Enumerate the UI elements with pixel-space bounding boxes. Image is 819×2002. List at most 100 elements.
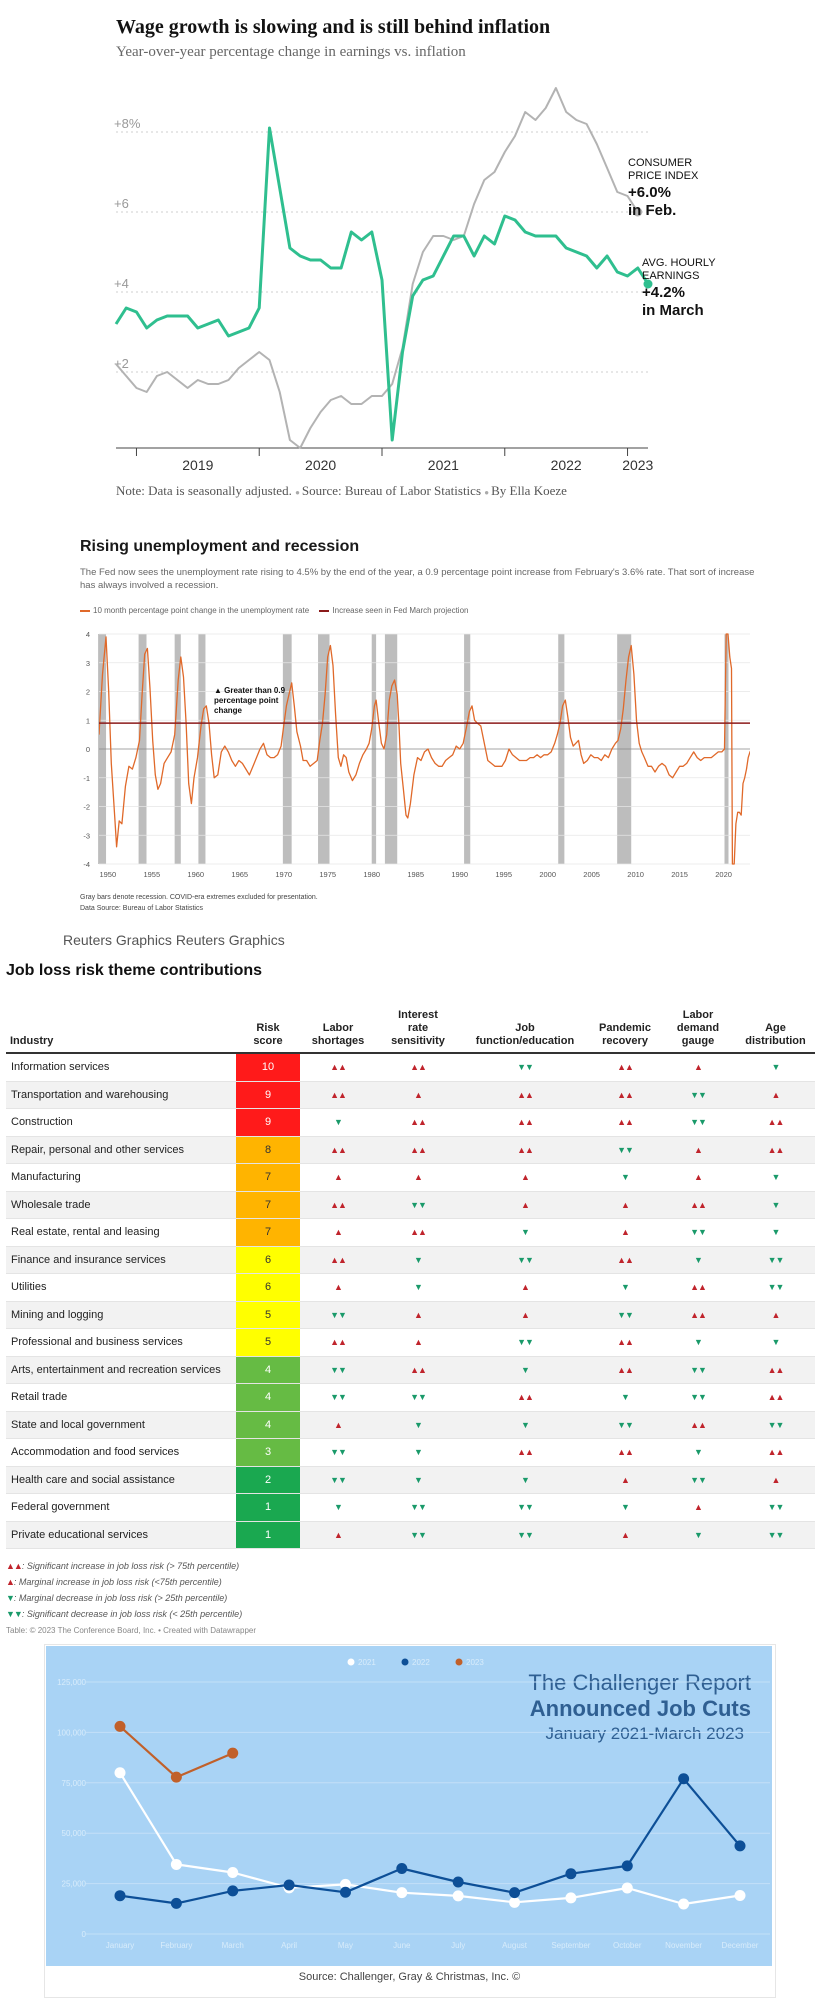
- risk-mark-cell: ▲: [660, 1136, 736, 1164]
- risk-mark-cell: ▼▼: [660, 1356, 736, 1384]
- key-text: : Significant increase in job loss risk …: [21, 1561, 240, 1571]
- risk-up-icon: ▲▲: [767, 1447, 785, 1458]
- c4-legend-marker: [455, 1658, 463, 1666]
- cpi-when: in Feb.: [628, 202, 676, 219]
- risk-down-icon: ▼▼: [767, 1254, 785, 1265]
- risk-mark-cell: ▼: [460, 1356, 590, 1384]
- industry-cell: Utilities: [6, 1273, 236, 1302]
- c4-point: [565, 1892, 577, 1904]
- risk-score-cell: 7: [236, 1218, 300, 1247]
- risk-mark-cell: ▼▼: [660, 1108, 736, 1137]
- risk-mark-cell: ▼▼: [460, 1246, 590, 1274]
- risk-mark-cell: ▲: [590, 1218, 660, 1247]
- risk-down-icon: ▼: [414, 1474, 423, 1485]
- c2-x-tick-label: 2015: [671, 870, 688, 879]
- c2-x-tick-label: 1970: [275, 870, 292, 879]
- risk-mark-cell: ▼▼: [660, 1383, 736, 1412]
- challenger-frame: [44, 1644, 776, 1998]
- risk-up-icon: ▲: [414, 1089, 423, 1100]
- table-row: Real estate, rental and leasing 7 ▲ ▲▲ ▼ ▲ ▼▼ ▼: [6, 1218, 815, 1247]
- risk-up-icon: ▲▲: [617, 1337, 634, 1348]
- c4-x-tick-label: September: [551, 1941, 590, 1950]
- c1-source-prefix: Source:: [301, 483, 345, 498]
- c4-point: [621, 1882, 633, 1894]
- c2-unemployment-line: [99, 633, 750, 865]
- risk-down-icon: ▼▼: [617, 1419, 634, 1430]
- risk-mark-cell: ▲▲: [590, 1053, 660, 1082]
- c1-series-end-marker: [643, 279, 653, 289]
- risk-up-icon: ▲: [334, 1172, 343, 1183]
- c1-note-text: Data is seasonally adjusted.: [148, 483, 292, 498]
- risk-mark-cell: ▲▲: [736, 1383, 815, 1412]
- industry-cell: Health care and social assistance: [6, 1466, 236, 1494]
- risk-down-icon: ▼: [771, 1062, 781, 1073]
- risk-down-icon: ▼: [621, 1172, 630, 1183]
- c4-point: [114, 1720, 126, 1732]
- risk-mark-cell: ▼: [660, 1438, 736, 1467]
- risk-mark-cell: ▼: [376, 1466, 460, 1494]
- c2-x-tick-label: 1990: [451, 870, 468, 879]
- c4-x-tick-label: October: [613, 1941, 642, 1950]
- risk-up-icon: ▲▲: [330, 1254, 347, 1265]
- key-significant-increase: ▲▲: Significant increase in job loss ris…: [6, 1561, 240, 1571]
- industry-cell: Federal government: [6, 1493, 236, 1522]
- legend-label-threshold: Increase seen in Fed March projection: [332, 606, 469, 615]
- risk-mark-cell: ▲▲: [660, 1191, 736, 1219]
- c4-point: [227, 1867, 239, 1879]
- risk-mark-cell: ▲: [300, 1218, 376, 1247]
- column-header: Labor shortages: [300, 996, 376, 1054]
- risk-down-icon: ▼▼: [517, 1337, 534, 1348]
- c2-x-tick-label: 2000: [539, 870, 556, 879]
- job-cuts-chart: 0 25,000 50,000 75,000 100,000 125,000 January…: [57, 1658, 770, 1950]
- risk-score-cell: 5: [236, 1328, 300, 1357]
- risk-down-icon: ▼: [694, 1447, 703, 1458]
- risk-mark-cell: ▼: [736, 1328, 815, 1357]
- industry-cell: Construction: [6, 1108, 236, 1137]
- risk-down-icon: ▼▼: [690, 1089, 707, 1100]
- industry-cell: Private educational services: [6, 1521, 236, 1549]
- c1-y-tick-label: +6: [114, 196, 129, 211]
- risk-score-cell: 6: [236, 1246, 300, 1274]
- c4-point: [734, 1889, 746, 1901]
- risk-down-icon: ▼▼: [410, 1199, 427, 1210]
- c4-point: [227, 1885, 239, 1897]
- risk-up-icon: ▲: [334, 1419, 343, 1430]
- risk-down-icon: ▼: [521, 1419, 530, 1430]
- c2-y-tick-label: 4: [86, 630, 90, 639]
- table-row: Transportation and warehousing 9 ▲▲ ▲ ▲▲ ▲▲ ▼▼…: [6, 1081, 815, 1109]
- risk-up-icon: ▲▲: [767, 1117, 785, 1128]
- risk-mark-cell: ▼▼: [300, 1301, 376, 1329]
- risk-mark-cell: ▼▼: [660, 1218, 736, 1247]
- risk-score-cell: 5: [236, 1301, 300, 1329]
- risk-score-cell: 7: [236, 1191, 300, 1219]
- industry-cell: Retail trade: [6, 1383, 236, 1412]
- wage-inflation-chart: +2 +4 +6 +8% 2019 2020 2021 2022 2023 CONSUMERPRI…: [114, 87, 716, 473]
- risk-mark-cell: ▲: [660, 1053, 736, 1082]
- risk-mark-cell: ▼▼: [460, 1521, 590, 1549]
- c4-point: [114, 1767, 126, 1779]
- risk-mark-cell: ▼: [660, 1246, 736, 1274]
- c2-y-tick-label: -2: [83, 803, 90, 812]
- c2-annotation: change: [214, 706, 243, 715]
- c1-x-tick-label: 2022: [551, 457, 582, 473]
- industry-cell: Accommodation and food services: [6, 1438, 236, 1467]
- risk-up-icon: ▲: [521, 1172, 530, 1183]
- risk-down-icon: ▼▼: [330, 1474, 347, 1485]
- challenger-panel: [46, 1646, 772, 1966]
- c2-x-tick-label: 1980: [363, 870, 380, 879]
- risk-up-icon: ▲▲: [517, 1144, 534, 1155]
- risk-down-icon: ▼▼: [617, 1144, 634, 1155]
- c4-point: [170, 1771, 182, 1783]
- key-marginal-decrease: ▼: Marginal decrease in job loss risk (>…: [6, 1593, 228, 1603]
- key-marginal-increase: ▲: Marginal increase in job loss risk (<…: [6, 1577, 222, 1587]
- risk-mark-cell: ▼▼: [736, 1493, 815, 1522]
- risk-down-icon: ▼: [694, 1529, 703, 1540]
- table-body: Information services 10 ▲▲ ▲▲ ▼▼ ▲▲ ▲ ▼ Transpor…: [6, 1053, 815, 1549]
- c4-x-tick-label: April: [281, 1941, 297, 1950]
- risk-down-icon: ▼▼: [767, 1529, 785, 1540]
- risk-mark-cell: ▼▼: [660, 1081, 736, 1109]
- risk-down-icon: ▼: [771, 1227, 781, 1238]
- risk-up-icon: ▲▲: [617, 1062, 634, 1073]
- c1-y-tick-label: +8%: [114, 116, 141, 131]
- industry-cell: Information services: [6, 1053, 236, 1082]
